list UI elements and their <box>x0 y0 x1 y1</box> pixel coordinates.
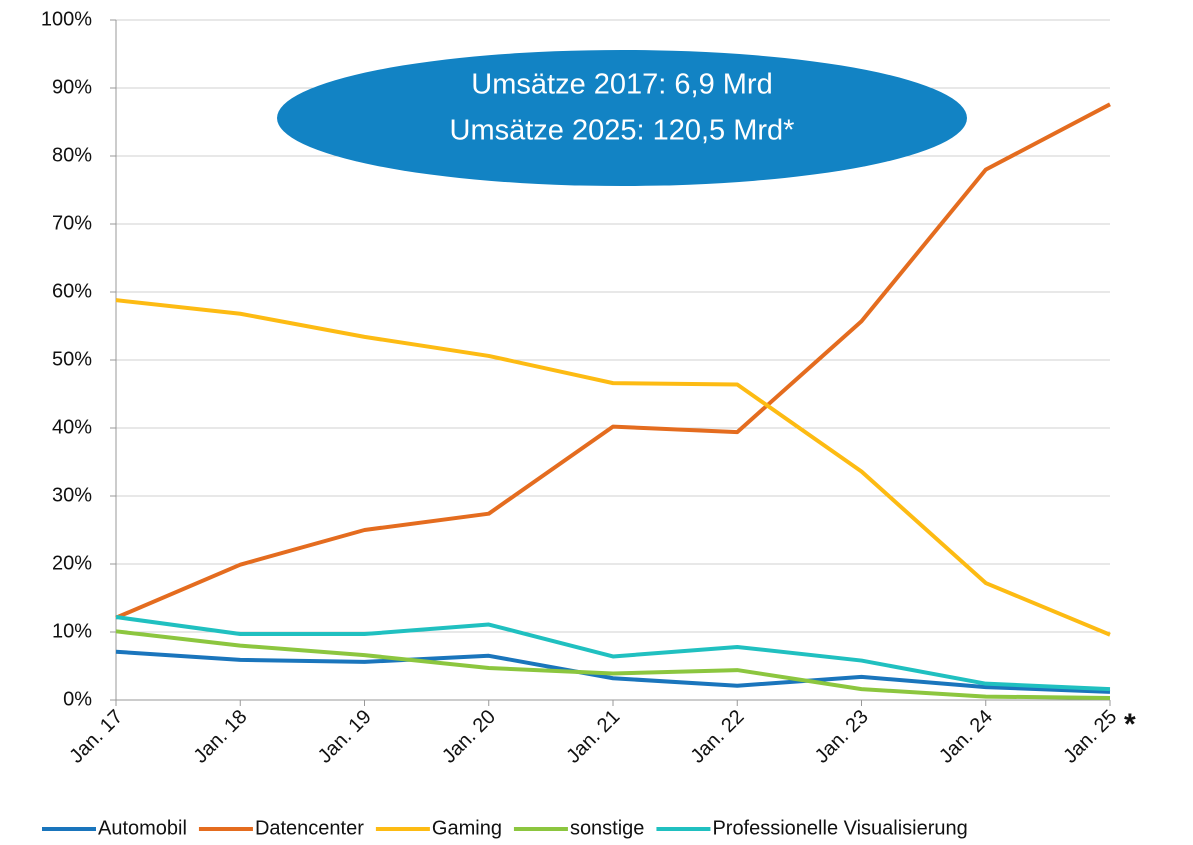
y-tick-label: 70% <box>52 212 92 234</box>
x-tick-label: Jan. 19 <box>314 706 376 768</box>
x-tick-label: Jan. 20 <box>438 706 500 768</box>
y-tick-label: 10% <box>52 620 92 642</box>
series-line <box>115 615 1111 692</box>
legend-label: Professionelle Visualisierung <box>712 817 967 839</box>
category-note: * <box>1124 708 1136 741</box>
legend-label: Automobil <box>98 817 187 839</box>
x-tick-label: Jan. 24 <box>935 706 997 768</box>
x-tick-label: Jan. 18 <box>190 706 252 768</box>
y-tick-label: 50% <box>52 348 92 370</box>
legend-label: Datencenter <box>255 817 364 839</box>
y-tick-label: 20% <box>52 552 92 574</box>
x-tick-label: Jan. 25 <box>1059 706 1121 768</box>
y-tick-label: 60% <box>52 280 92 302</box>
annotation-text: Umsätze 2025: 120,5 Mrd* <box>450 115 795 147</box>
y-tick-label: 90% <box>52 76 92 98</box>
x-tick-label: Jan. 17 <box>65 706 127 768</box>
series-line <box>115 298 1111 637</box>
y-tick-label: 80% <box>52 144 92 166</box>
series-line <box>115 102 1111 620</box>
x-tick-label: Jan. 22 <box>687 706 749 768</box>
y-tick-label: 30% <box>52 484 92 506</box>
legend-label: sonstige <box>570 817 645 839</box>
annotation-bubble <box>277 50 967 186</box>
series-line <box>115 629 1111 700</box>
y-tick-label: 40% <box>52 416 92 438</box>
x-tick-label: Jan. 21 <box>562 706 624 768</box>
y-tick-label: 0% <box>63 688 92 710</box>
x-tick-label: Jan. 23 <box>811 706 873 768</box>
annotation-text: Umsätze 2017: 6,9 Mrd <box>471 69 772 101</box>
y-tick-label: 100% <box>41 8 92 30</box>
series-line <box>115 649 1111 694</box>
legend-label: Gaming <box>432 817 502 839</box>
